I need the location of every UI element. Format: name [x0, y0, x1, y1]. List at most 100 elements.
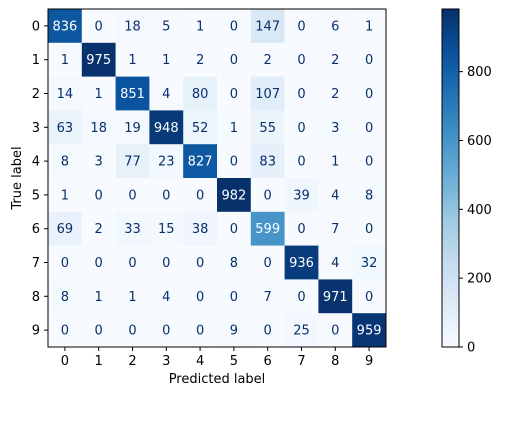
cell-value-label: 4 — [331, 188, 339, 203]
y-tick-label: 9 — [32, 324, 40, 339]
heatmap-cell — [48, 9, 83, 44]
heatmap-cell — [183, 76, 218, 111]
cell-value-label: 0 — [297, 155, 305, 170]
cell-value-label: 0 — [128, 188, 136, 203]
x-tick-label: 0 — [61, 354, 69, 369]
heatmap-cell — [217, 9, 252, 44]
cell-value-label: 1 — [230, 121, 238, 136]
x-tick-label: 2 — [128, 354, 136, 369]
heatmap-cell — [217, 76, 252, 111]
heatmap-cell — [149, 211, 184, 246]
heatmap-cell — [318, 313, 353, 348]
y-tick-label: 1 — [32, 53, 40, 68]
cell-value-label: 33 — [124, 222, 141, 237]
cell-value-label: 0 — [61, 324, 69, 339]
heatmap-cell — [183, 110, 218, 145]
cell-value-label: 0 — [95, 188, 103, 203]
cell-value-label: 0 — [365, 155, 373, 170]
cell-value-label: 0 — [297, 87, 305, 102]
heatmap-cell — [352, 279, 387, 314]
cell-value-label: 0 — [297, 19, 305, 34]
cell-value-label: 0 — [297, 222, 305, 237]
cell-value-label: 0 — [196, 256, 204, 271]
y-axis-ticks: 0 1 2 3 4 5 6 7 8 9 — [32, 19, 48, 339]
heatmap-cell — [318, 211, 353, 246]
heatmap-cell — [81, 110, 116, 145]
heatmap-cell — [48, 245, 83, 280]
heatmap-cell — [318, 178, 353, 213]
heatmap-cell — [250, 110, 285, 145]
heatmap-cell — [48, 144, 83, 179]
cell-value-label: 0 — [196, 290, 204, 305]
cell-value-label: 0 — [297, 121, 305, 136]
cell-value-label: 1 — [196, 19, 204, 34]
cell-value-label: 975 — [86, 53, 111, 68]
heatmap-cell — [48, 211, 83, 246]
y-axis-label: True label — [10, 146, 25, 210]
x-tick-label: 9 — [365, 354, 373, 369]
heatmap-cell — [352, 144, 387, 179]
cell-value-label: 8 — [365, 188, 373, 203]
cell-value-label: 2 — [331, 53, 339, 68]
colorbar-tick-label: 0 — [467, 341, 475, 356]
cell-value-label: 8 — [230, 256, 238, 271]
heatmap-cell — [250, 76, 285, 111]
cell-value-label: 8 — [61, 290, 69, 305]
heatmap-cell — [81, 313, 116, 348]
cell-value-label: 147 — [255, 19, 280, 34]
colorbar-tick-label: 800 — [467, 65, 492, 80]
heatmap-cell — [284, 279, 319, 314]
heatmap-cell — [81, 211, 116, 246]
heatmap-cell — [183, 245, 218, 280]
cell-value-label: 63 — [57, 121, 74, 136]
heatmap-cell — [81, 279, 116, 314]
heatmap-cell — [115, 313, 150, 348]
colorbar-ticks: 0 200 400 600 800 — [459, 65, 492, 356]
heatmap-cell — [183, 279, 218, 314]
cell-value-label: 827 — [188, 155, 213, 170]
y-tick-label: 3 — [32, 121, 40, 136]
heatmap-cell — [318, 9, 353, 44]
heatmap-cell — [250, 313, 285, 348]
heatmap-cell — [149, 42, 184, 77]
cell-value-label: 0 — [61, 256, 69, 271]
cell-value-label: 2 — [264, 53, 272, 68]
heatmap-cell — [115, 76, 150, 111]
cell-value-label: 0 — [365, 222, 373, 237]
cell-value-label: 0 — [128, 324, 136, 339]
cell-value-label: 0 — [95, 324, 103, 339]
heatmap-cell — [284, 42, 319, 77]
heatmap-cell — [352, 211, 387, 246]
heatmap-cell — [217, 110, 252, 145]
heatmap-cell — [81, 245, 116, 280]
cell-value-label: 0 — [230, 222, 238, 237]
cell-value-label: 52 — [192, 121, 209, 136]
heatmap-cell — [81, 9, 116, 44]
cell-value-label: 0 — [297, 53, 305, 68]
cell-value-label: 7 — [264, 290, 272, 305]
heatmap-cell — [217, 245, 252, 280]
y-tick-label: 6 — [32, 222, 40, 237]
colorbar-tick-label: 600 — [467, 134, 492, 149]
cell-value-label: 1 — [365, 19, 373, 34]
heatmap-cell — [48, 279, 83, 314]
heatmap-cell — [81, 144, 116, 179]
cell-value-label: 3 — [331, 121, 339, 136]
x-axis-ticks: 0 1 2 3 4 5 6 7 8 9 — [61, 347, 373, 369]
cell-value-label: 38 — [192, 222, 209, 237]
heatmap-cell — [149, 110, 184, 145]
cell-value-label: 14 — [57, 87, 74, 102]
cell-value-label: 0 — [230, 53, 238, 68]
cell-value-label: 4 — [162, 290, 170, 305]
cell-value-label: 0 — [365, 87, 373, 102]
cell-value-label: 0 — [365, 121, 373, 136]
cell-value-label: 0 — [162, 188, 170, 203]
y-tick-label: 8 — [32, 290, 40, 305]
cell-value-label: 2 — [95, 222, 103, 237]
heatmap-cell — [250, 144, 285, 179]
cell-value-label: 4 — [331, 256, 339, 271]
heatmap-cell — [318, 110, 353, 145]
heatmap-cell — [284, 76, 319, 111]
heatmap-cells: 836 0 18 5 1 0 147 0 6 11 975 1 1 2 0 2 0 2 014 1 851 4 80 0 107… — [48, 9, 387, 348]
cell-value-label: 1 — [162, 53, 170, 68]
